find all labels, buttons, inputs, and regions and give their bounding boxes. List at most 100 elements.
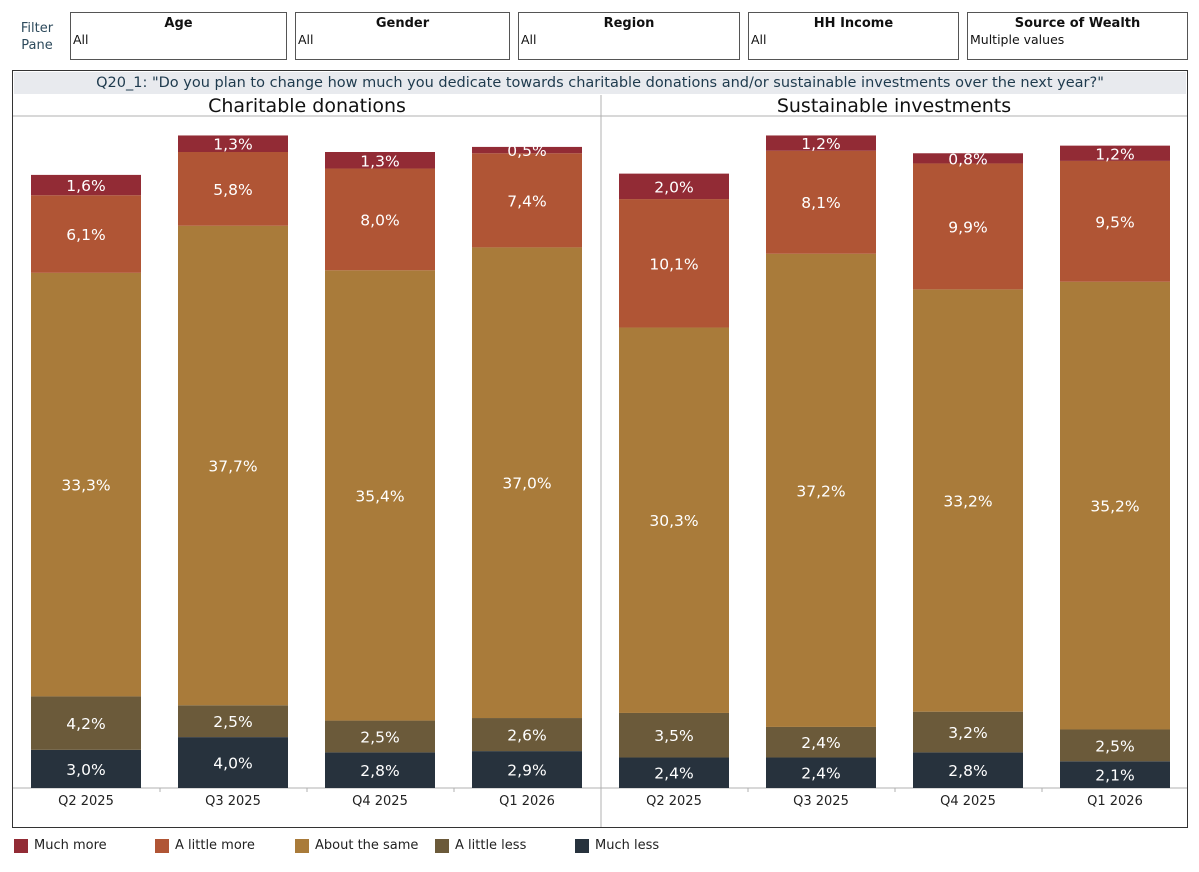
filter-source-of-wealth[interactable]: Source of Wealth Multiple values: [967, 12, 1188, 60]
data-label: 2,5%: [360, 728, 399, 746]
bar-segment: [913, 153, 1023, 164]
bar-segment: [1060, 729, 1170, 762]
bar-segment: [619, 199, 729, 328]
data-label: 37,2%: [796, 482, 845, 500]
legend-item-a-little-less[interactable]: A little less: [435, 838, 526, 853]
bar-segment: [1060, 160, 1170, 282]
data-label: 3,5%: [654, 727, 693, 745]
legend-item-about-the-same[interactable]: About the same: [295, 838, 418, 853]
filter-value[interactable]: All: [521, 32, 537, 47]
x-tick-label: Q1 2026: [499, 794, 555, 809]
legend-item-much-less[interactable]: Much less: [575, 838, 659, 853]
bar-segment: [913, 163, 1023, 290]
data-label: 2,8%: [360, 762, 399, 780]
x-tick-label: Q3 2025: [793, 794, 849, 809]
bar-segment: [472, 751, 582, 788]
data-label: 6,1%: [66, 226, 105, 244]
bar-segment: [913, 711, 1023, 753]
filter-value[interactable]: All: [751, 32, 767, 47]
filter-pane-label-line2: Pane: [21, 38, 53, 53]
data-label: 2,1%: [1095, 767, 1134, 785]
filter-pane-label: Filter Pane: [14, 20, 60, 54]
data-label: 8,1%: [801, 194, 840, 212]
bar-segment: [913, 289, 1023, 712]
bar-segment: [766, 253, 876, 727]
data-label: 2,4%: [801, 765, 840, 783]
filter-value[interactable]: Multiple values: [970, 32, 1065, 47]
bar-segment: [325, 270, 435, 721]
chart-frame: Q20_1: "Do you plan to change how much y…: [12, 70, 1188, 828]
bar-segment: [1060, 281, 1170, 730]
bar-segment: [178, 737, 288, 788]
bar-segment: [1060, 145, 1170, 161]
data-label: 4,2%: [66, 715, 105, 733]
panel-title: Sustainable investments: [777, 95, 1011, 117]
data-label: 10,1%: [649, 255, 698, 273]
legend-swatch: [435, 838, 449, 853]
data-label: 0,8%: [948, 150, 987, 168]
data-label: 1,3%: [360, 152, 399, 170]
data-label: 9,5%: [1095, 213, 1134, 231]
bar-segment: [31, 749, 141, 788]
bar-segment: [1060, 761, 1170, 788]
filter-title: Age: [164, 16, 193, 31]
data-label: 4,0%: [213, 755, 252, 773]
bar-segment: [913, 752, 1023, 788]
bar-segment: [325, 752, 435, 788]
data-label: 2,5%: [213, 713, 252, 731]
data-label: 1,2%: [1095, 145, 1134, 163]
filter-value[interactable]: All: [298, 32, 314, 47]
bar-segment: [472, 247, 582, 719]
data-label: 2,8%: [948, 762, 987, 780]
filter-age[interactable]: Age All: [70, 12, 287, 60]
bar-segment: [31, 195, 141, 273]
filter-title: Source of Wealth: [1014, 16, 1141, 31]
data-label: 2,0%: [654, 178, 693, 196]
filter-pane-label-line1: Filter: [20, 21, 54, 36]
bar-segment: [325, 168, 435, 271]
filter-region[interactable]: Region All: [518, 12, 740, 60]
legend-label: About the same: [315, 838, 419, 853]
data-label: 2,4%: [654, 765, 693, 783]
bar-segment: [325, 152, 435, 169]
data-label: 35,4%: [355, 487, 404, 505]
bar-segment: [766, 757, 876, 788]
bar-segment: [178, 152, 288, 226]
data-label: 1,6%: [66, 177, 105, 195]
bar-segment: [178, 225, 288, 706]
filter-value[interactable]: All: [73, 32, 89, 47]
legend-item-much-more[interactable]: Much more: [14, 838, 107, 853]
bar-segment: [766, 135, 876, 151]
bar-segment: [766, 150, 876, 254]
bar-segment: [178, 135, 288, 152]
legend-item-a-little-more[interactable]: A little more: [155, 838, 255, 853]
legend-swatch: [295, 838, 309, 853]
x-tick-label: Q2 2025: [58, 794, 114, 809]
data-label: 8,0%: [360, 211, 399, 229]
filter-title: Gender: [375, 16, 430, 31]
legend-label: A little less: [455, 838, 527, 853]
filter-hh-income[interactable]: HH Income All: [748, 12, 959, 60]
bar-segment: [31, 174, 141, 196]
data-label: 2,4%: [801, 734, 840, 752]
bar-segment: [325, 720, 435, 753]
bar-segment: [619, 173, 729, 200]
legend-swatch: [155, 838, 169, 853]
bar-segment: [31, 272, 141, 697]
data-label: 1,2%: [801, 135, 840, 153]
filter-title: HH Income: [813, 16, 894, 31]
data-label: 1,3%: [213, 136, 252, 154]
data-label: 2,5%: [1095, 737, 1134, 755]
data-label: 5,8%: [213, 181, 252, 199]
x-tick-label: Q2 2025: [646, 794, 702, 809]
data-label: 37,7%: [208, 458, 257, 476]
data-label: 3,0%: [66, 761, 105, 779]
legend-swatch: [14, 838, 28, 853]
bar-segment: [178, 705, 288, 738]
legend-label: A little more: [175, 838, 255, 853]
filter-gender[interactable]: Gender All: [295, 12, 510, 60]
data-label: 33,3%: [61, 477, 110, 495]
data-label: 37,0%: [502, 475, 551, 493]
x-tick-label: Q4 2025: [940, 794, 996, 809]
